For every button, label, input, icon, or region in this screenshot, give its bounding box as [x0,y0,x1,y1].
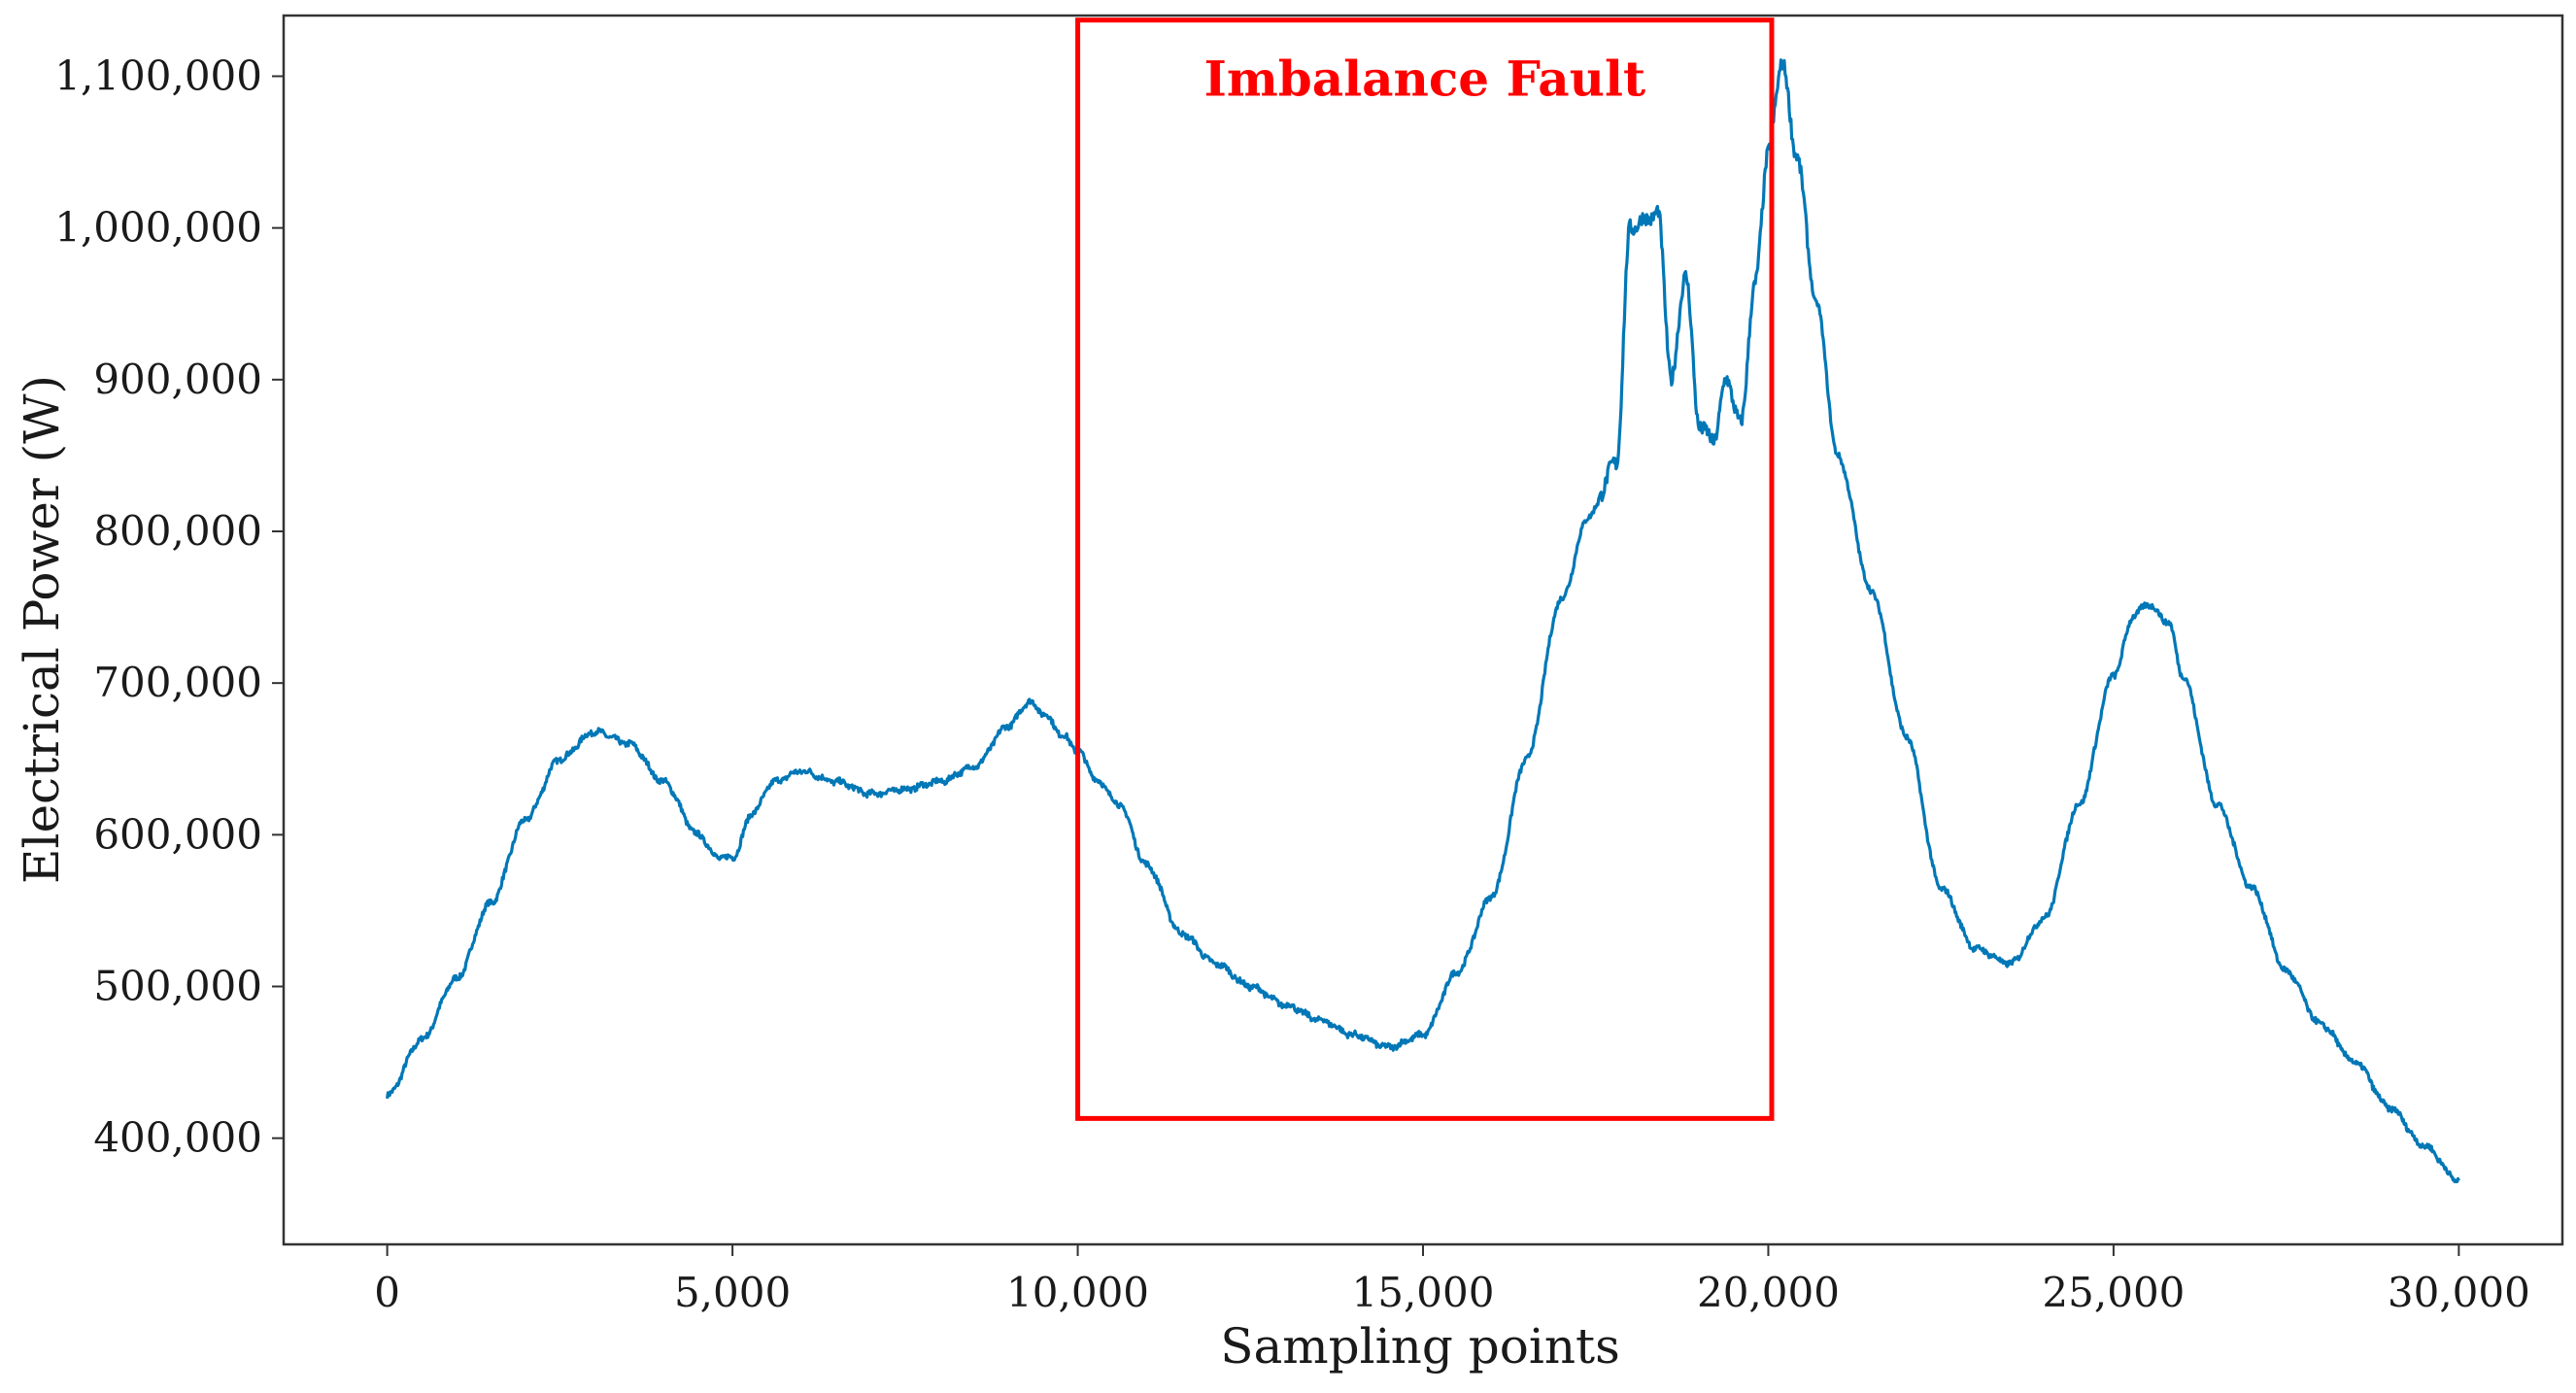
y-tick-label: 800,000 [93,507,262,555]
x-tick-label: 0 [374,1269,400,1316]
y-tick-label: 500,000 [93,963,262,1010]
power-series-line [386,58,2460,1184]
x-tick-label: 20,000 [1697,1269,1840,1316]
x-axis-title: Sampling points [1220,1318,1620,1375]
imbalance-fault-box [1075,17,1775,1121]
y-tick-label: 900,000 [93,356,262,403]
y-axis-title: Electrical Power (W) [14,375,70,884]
x-tick-label: 15,000 [1352,1269,1495,1316]
y-tick-label: 1,000,000 [54,204,262,252]
x-tick-label: 10,000 [1006,1269,1149,1316]
y-tick-label: 400,000 [93,1114,262,1162]
x-tick-label: 30,000 [2388,1269,2530,1316]
y-tick-label: 600,000 [93,810,262,858]
x-tick-label: 5,000 [674,1269,791,1316]
x-axis-ticks: 0 5,000 10,000 15,000 20,000 25,000 30,000 [374,1244,2530,1316]
y-axis-ticks: 400,000 500,000 600,000 700,000 800,000 900,0… [54,51,284,1162]
imbalance-fault-label: Imbalance Fault [1203,51,1645,108]
y-tick-label: 1,100,000 [54,51,262,99]
y-tick-label: 700,000 [93,659,262,706]
plot-frame [282,14,2564,1246]
x-tick-label: 25,000 [2042,1269,2185,1316]
